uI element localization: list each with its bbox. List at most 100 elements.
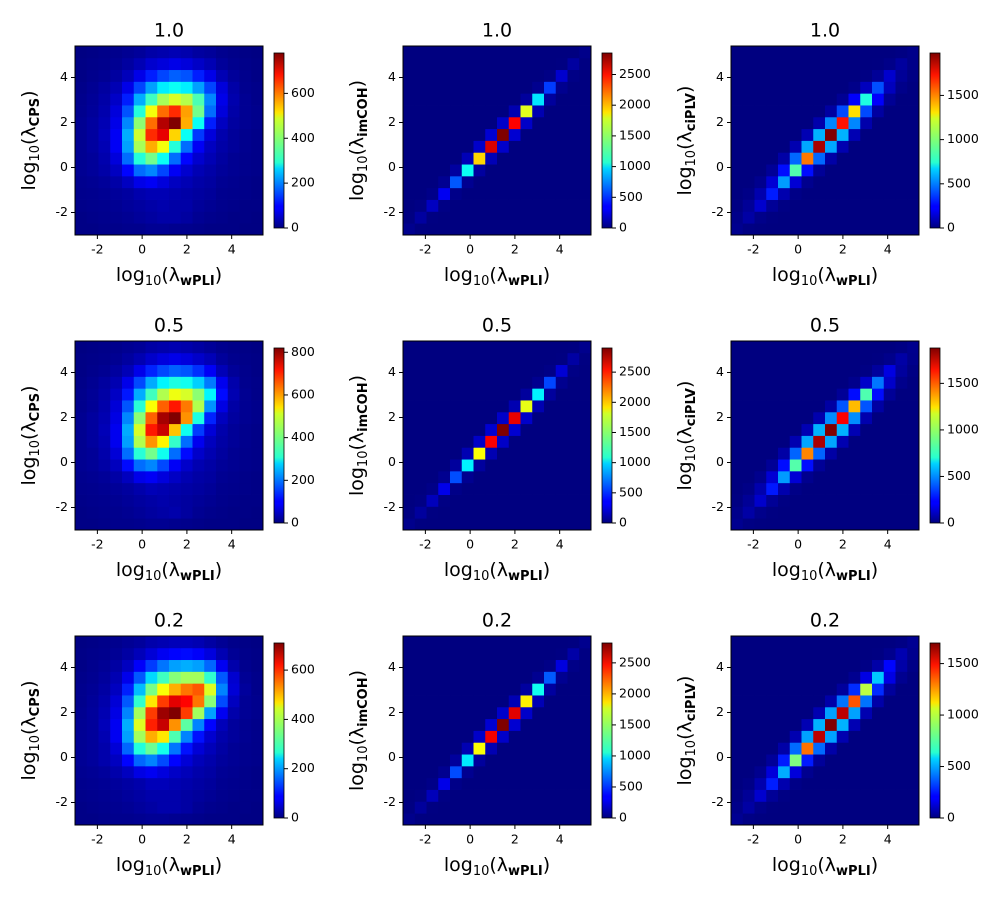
heatmap-cell	[169, 411, 182, 425]
heatmap-cell	[86, 423, 99, 436]
heatmap-cell	[251, 765, 264, 779]
heatmap-cell	[742, 459, 755, 472]
heatmap-cell	[801, 199, 814, 212]
heatmap-cell	[192, 482, 205, 495]
heatmap-cell	[778, 695, 791, 708]
heatmap-cell	[227, 730, 240, 743]
heatmap-cell	[508, 435, 521, 448]
x-tick-label: 4	[228, 537, 236, 552]
heatmap-cell	[426, 57, 439, 71]
heatmap-cell	[426, 813, 439, 826]
heatmap-cell	[122, 388, 135, 401]
heatmap-cell	[461, 140, 474, 153]
heatmap-cell	[555, 175, 568, 189]
y-tick-label: 0	[388, 159, 396, 174]
heatmap-cell	[836, 789, 849, 802]
heatmap-cell	[848, 647, 861, 661]
heatmap-cell	[883, 789, 896, 802]
heatmap-cell	[157, 175, 170, 189]
heatmap-cell	[801, 364, 814, 377]
heatmap-cell	[567, 683, 580, 696]
heatmap-cell	[789, 57, 802, 71]
heatmap-cell	[860, 718, 873, 731]
heatmap-cell	[169, 400, 182, 413]
heatmap-cell	[520, 152, 533, 165]
heatmap-cell	[169, 223, 182, 236]
colorbar-tick-label: 600	[291, 386, 315, 401]
colorbar-tick-label: 0	[291, 220, 299, 235]
heatmap-cell	[848, 423, 861, 436]
heatmap-cell	[544, 801, 557, 814]
heatmap-cell	[742, 494, 755, 507]
heatmap-cell	[813, 105, 826, 118]
heatmap-cell	[75, 718, 88, 731]
heatmap-cell	[169, 57, 182, 71]
heatmap-cell	[520, 813, 533, 826]
heatmap-cell	[754, 494, 767, 507]
heatmap-cell	[907, 128, 920, 141]
heatmap-cell	[895, 647, 908, 661]
heatmap-cell	[204, 647, 217, 661]
x-tick-label: 2	[511, 242, 519, 257]
heatmap-cell	[98, 152, 111, 165]
heatmap-cell	[872, 388, 885, 401]
x-tick-label: 2	[511, 537, 519, 552]
heatmap-cell	[251, 411, 264, 425]
heatmap-cell	[204, 164, 217, 177]
heatmap-cell	[180, 105, 193, 118]
heatmap-cell	[836, 199, 849, 212]
heatmap-cell	[216, 46, 229, 59]
heatmap-cell	[122, 223, 135, 236]
heatmap-cell	[555, 400, 568, 413]
y-axis-label: log10(λimCOH)	[346, 670, 371, 791]
heatmap-cell	[579, 199, 592, 212]
heatmap-cell	[789, 187, 802, 200]
heatmap-cell	[204, 695, 217, 708]
heatmap-cell	[98, 730, 111, 743]
heatmap-cell	[567, 518, 580, 531]
heatmap-cell	[403, 754, 416, 767]
heatmap-cell	[836, 683, 849, 696]
heatmap-cell	[836, 718, 849, 731]
heatmap-cell	[461, 164, 474, 177]
heatmap-cell	[508, 494, 521, 507]
heatmap-cell	[778, 482, 791, 495]
heatmap-cell	[204, 187, 217, 200]
heatmap-cell	[414, 164, 427, 177]
heatmap-cell	[180, 400, 193, 413]
heatmap-cell	[754, 341, 767, 354]
heatmap-cell	[251, 506, 264, 519]
heatmap-cell	[567, 57, 580, 71]
heatmap-cell	[133, 341, 146, 354]
heatmap-cell	[555, 765, 568, 779]
heatmap-cell	[567, 341, 580, 354]
heatmap-cell	[180, 211, 193, 224]
heatmap-cell	[801, 683, 814, 696]
y-axis-label-part: ciPLV	[684, 93, 699, 131]
heatmap-cell	[555, 140, 568, 153]
heatmap-cell	[907, 423, 920, 436]
heatmap-cell	[204, 659, 217, 672]
heatmap-cell	[473, 459, 486, 472]
heatmap-cell	[145, 423, 158, 436]
heatmap-cell	[883, 659, 896, 672]
x-tick-label: 4	[884, 537, 892, 552]
heatmap-cell	[98, 388, 111, 401]
heatmap-cell	[145, 789, 158, 802]
heatmap-cell	[813, 671, 826, 684]
heatmap-cell	[145, 128, 158, 141]
heatmap-cell	[766, 175, 779, 189]
heatmap-cell	[520, 341, 533, 354]
heatmap-cell	[532, 518, 545, 531]
heatmap-cell	[216, 211, 229, 224]
heatmap-cell	[473, 765, 486, 779]
heatmap-cell	[216, 447, 229, 460]
heatmap-cell	[216, 423, 229, 436]
heatmap-cell	[98, 352, 111, 366]
colorbar-tick-label: 1000	[947, 421, 979, 436]
heatmap-cell	[403, 81, 416, 94]
heatmap-cell	[860, 754, 873, 767]
heatmap-cell	[766, 388, 779, 401]
heatmap-cell	[438, 93, 451, 106]
heatmap-cell	[98, 695, 111, 708]
